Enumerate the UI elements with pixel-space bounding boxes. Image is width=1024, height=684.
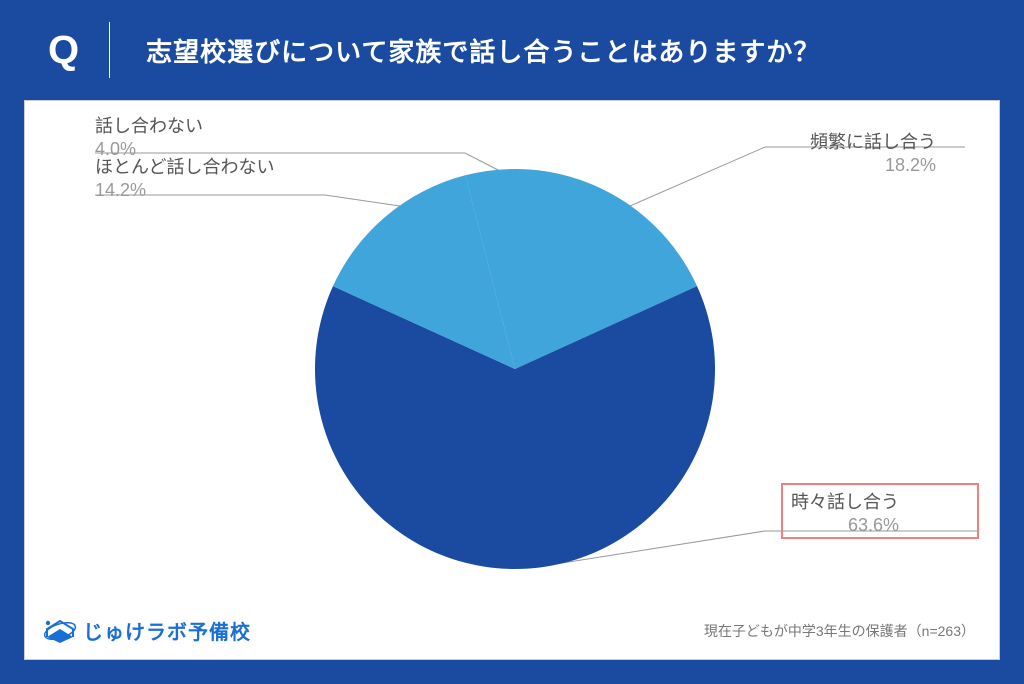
slice-label-name: 頻繁に話し合う (810, 131, 936, 154)
question-marker: Q (48, 22, 110, 78)
highlight-box (781, 483, 979, 539)
slice-label-name: 話し合わない (95, 115, 203, 138)
slice-label: 話し合わない4.0% (95, 115, 203, 162)
brand-logo: じゅけラボ予備校 (43, 615, 251, 645)
slice-label-pct: 18.2% (810, 154, 936, 177)
slice-label-pct: 14.2% (95, 179, 274, 202)
slice-label: ほとんど話し合わない14.2% (95, 156, 274, 203)
logo-text: じゅけラボ予備校 (83, 616, 251, 645)
question-text: 志望校選びについて家族で話し合うことはありますか？ (110, 32, 820, 69)
logo-icon (43, 615, 77, 645)
slice-label: 頻繁に話し合う18.2% (810, 131, 936, 178)
chart-panel: 頻繁に話し合う18.2%時々話し合う63.6%ほとんど話し合わない14.2%話し… (24, 100, 1000, 660)
header: Q 志望校選びについて家族で話し合うことはありますか？ (0, 0, 1024, 100)
sample-footnote: 現在子どもが中学3年生の保護者（n=263） (704, 621, 975, 641)
slice-label-pct: 4.0% (95, 138, 203, 161)
